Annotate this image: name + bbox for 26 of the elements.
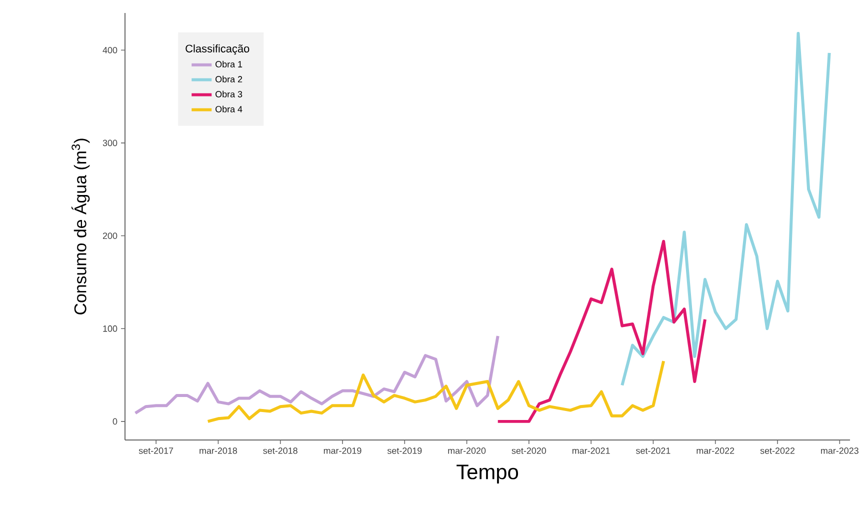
- x-tick-label: mar-2022: [696, 448, 734, 454]
- x-tick-label: mar-2023: [821, 448, 858, 454]
- x-tick-label: set-2017: [138, 448, 174, 454]
- line-series: [134, 334, 500, 415]
- y-axis-title: Consumo de Água (m$^{3}$): [71, 138, 90, 314]
- x-axis-title: Tempo: [456, 464, 518, 484]
- legend-label: Obra 4: [216, 106, 242, 112]
- x-tick-label: mar-2018: [200, 448, 238, 454]
- x-tick-label: mar-2020: [448, 448, 486, 454]
- x-tick-label: set-2018: [263, 448, 298, 454]
- legend-label: Obra 3: [216, 90, 242, 98]
- legend-title: Classificação: [186, 44, 250, 55]
- x-tick-label: set-2019: [387, 448, 422, 454]
- legend-label: Obra 2: [216, 76, 242, 82]
- y-tick-label: 400: [102, 46, 118, 54]
- line-series: [620, 32, 831, 387]
- x-tick-label: mar-2021: [572, 448, 610, 454]
- x-tick-label: set-2020: [512, 448, 546, 454]
- y-tick-label: 300: [102, 140, 118, 146]
- x-tick-label: mar-2019: [324, 448, 362, 454]
- legend-label: Obra 1: [216, 60, 242, 68]
- y-tick-label: 100: [103, 325, 118, 332]
- y-tick-label: 0: [112, 418, 118, 425]
- x-tick-label: set-2021: [636, 448, 670, 454]
- x-tick-label: set-2022: [760, 448, 794, 454]
- y-tick-label: 200: [102, 232, 118, 239]
